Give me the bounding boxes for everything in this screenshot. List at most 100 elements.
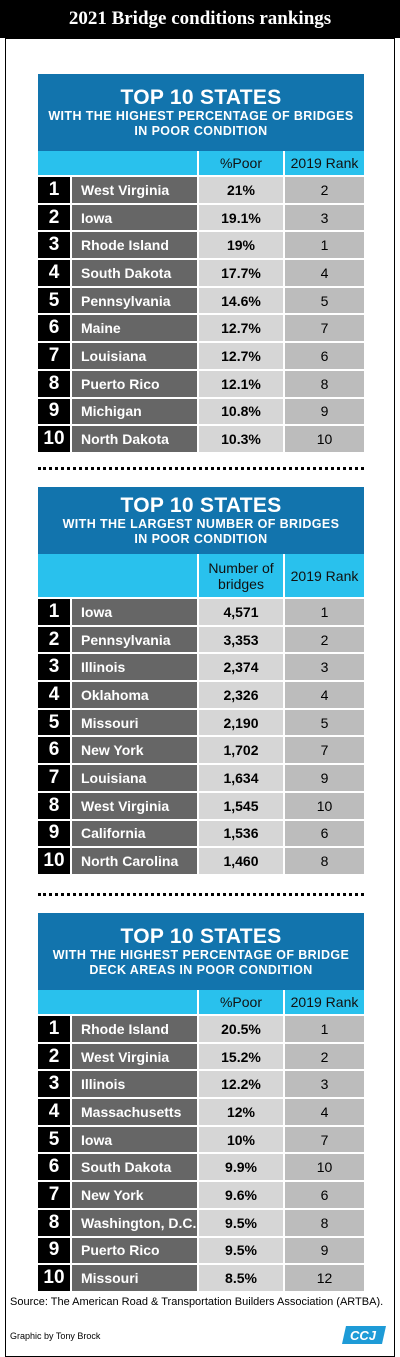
value-cell: 2,326 — [197, 682, 283, 708]
state-name: South Dakota — [70, 260, 197, 286]
section-divider — [38, 893, 364, 896]
blank-header-cell — [38, 554, 197, 597]
prior-rank-cell: 8 — [283, 848, 364, 874]
state-name: New York — [70, 737, 197, 764]
page-title: 2021 Bridge conditions rankings — [0, 0, 400, 38]
value-cell: 9.5% — [197, 1209, 283, 1236]
table-row: 9 Michigan 10.8% 9 — [38, 396, 364, 425]
table-row: 5 Missouri 2,190 5 — [38, 707, 364, 736]
rank-number: 5 — [38, 1126, 70, 1153]
table-row: 1 West Virginia 21% 2 — [38, 175, 364, 203]
state-name: Washington, D.C. — [70, 1209, 197, 1236]
prior-rank-cell: 7 — [283, 1126, 364, 1153]
rank-number: 1 — [38, 599, 70, 625]
state-name: West Virginia — [70, 792, 197, 819]
value-cell: 15.2% — [197, 1043, 283, 1070]
table-row: 6 Maine 12.7% 7 — [38, 313, 364, 342]
rank-number: 9 — [38, 1237, 70, 1264]
value-cell: 1,536 — [197, 820, 283, 847]
value-cell: 19.1% — [197, 204, 283, 231]
prior-rank-cell: 6 — [283, 820, 364, 847]
prior-rank-cell: 1 — [283, 1016, 364, 1042]
source-note: Source: The American Road & Transportati… — [10, 1296, 384, 1308]
prior-rank-cell: 10 — [283, 792, 364, 819]
value-cell: 12.1% — [197, 370, 283, 397]
prior-rank-cell: 8 — [283, 370, 364, 397]
svg-text:CCJ: CCJ — [350, 1328, 377, 1343]
prior-rank-cell: 10 — [283, 426, 364, 452]
state-name: Michigan — [70, 398, 197, 425]
rank-number: 9 — [38, 398, 70, 425]
blank-header-cell — [38, 990, 197, 1014]
table-row: 6 New York 1,702 7 — [38, 735, 364, 764]
value-cell: 14.6% — [197, 287, 283, 314]
state-name: West Virginia — [70, 177, 197, 203]
value-cell: 3,353 — [197, 626, 283, 653]
prior-rank-cell: 3 — [283, 204, 364, 231]
rank-number: 10 — [38, 426, 70, 452]
rank-number: 4 — [38, 1099, 70, 1125]
panel-subtitle: IN POOR CONDITION — [134, 532, 268, 546]
table-row: 7 Louisiana 1,634 9 — [38, 763, 364, 791]
value-cell: 12% — [197, 1099, 283, 1125]
value-cell: 8.5% — [197, 1265, 283, 1291]
prior-rank-cell: 10 — [283, 1154, 364, 1181]
panel-header: TOP 10 STATES WITH THE HIGHEST PERCENTAGE… — [38, 913, 364, 990]
state-name: Rhode Island — [70, 232, 197, 259]
state-name: Louisiana — [70, 765, 197, 791]
value-cell: 4,571 — [197, 599, 283, 625]
panel-header: TOP 10 STATES WITH THE HIGHEST PERCENTAGE… — [38, 74, 364, 151]
value-cell: 21% — [197, 177, 283, 203]
rank-number: 6 — [38, 315, 70, 342]
rank-number: 3 — [38, 654, 70, 681]
rank-number: 2 — [38, 626, 70, 653]
state-name: Oklahoma — [70, 682, 197, 708]
value-column-label: %Poor — [219, 994, 263, 1010]
state-name: Iowa — [70, 204, 197, 231]
state-name: Illinois — [70, 1071, 197, 1098]
prior-rank-cell: 9 — [283, 1237, 364, 1264]
rank-number: 10 — [38, 1265, 70, 1291]
state-name: Missouri — [70, 1265, 197, 1291]
state-name: Pennsylvania — [70, 626, 197, 653]
table-row: 1 Iowa 4,571 1 — [38, 597, 364, 625]
table-row: 3 Rhode Island 19% 1 — [38, 230, 364, 259]
value-cell: 10.3% — [197, 426, 283, 452]
rank-column-header: 2019 Rank — [283, 990, 364, 1014]
table-row: 5 Iowa 10% 7 — [38, 1124, 364, 1153]
panel-subtitle: IN POOR CONDITION — [134, 124, 268, 138]
table-row: 7 Louisiana 12.7% 6 — [38, 341, 364, 369]
prior-rank-cell: 1 — [283, 232, 364, 259]
value-cell: 17.7% — [197, 260, 283, 286]
panel-title: TOP 10 STATES — [120, 925, 282, 948]
rank-number: 6 — [38, 737, 70, 764]
value-cell: 9.5% — [197, 1237, 283, 1264]
value-column-header: %Poor — [197, 990, 283, 1014]
value-cell: 9.6% — [197, 1182, 283, 1208]
panel-subtitle: WITH THE LARGEST NUMBER OF BRIDGES — [62, 517, 340, 531]
prior-rank-cell: 7 — [283, 737, 364, 764]
panel-title: TOP 10 STATES — [120, 86, 282, 109]
prior-rank-cell: 4 — [283, 260, 364, 286]
value-column-header: Number of bridges — [197, 554, 283, 597]
prior-rank-cell: 6 — [283, 1182, 364, 1208]
rank-number: 2 — [38, 204, 70, 231]
table-row: 4 Massachusetts 12% 4 — [38, 1097, 364, 1125]
table-row: 3 Illinois 12.2% 3 — [38, 1069, 364, 1098]
state-name: South Dakota — [70, 1154, 197, 1181]
state-name: Puerto Rico — [70, 370, 197, 397]
table-row: 2 Iowa 19.1% 3 — [38, 202, 364, 231]
value-column-label: %Poor — [219, 155, 263, 171]
prior-rank-cell: 1 — [283, 599, 364, 625]
value-cell: 19% — [197, 232, 283, 259]
value-cell: 1,634 — [197, 765, 283, 791]
table-row: 8 Puerto Rico 12.1% 8 — [38, 368, 364, 397]
value-cell: 12.7% — [197, 343, 283, 369]
prior-rank-cell: 4 — [283, 1099, 364, 1125]
panel-title: TOP 10 STATES — [120, 494, 282, 517]
value-cell: 1,460 — [197, 848, 283, 874]
state-name: Rhode Island — [70, 1016, 197, 1042]
rank-number: 6 — [38, 1154, 70, 1181]
value-column-label: Number of — [208, 559, 274, 576]
ranking-panel: TOP 10 STATES WITH THE HIGHEST PERCENTAGE… — [38, 74, 364, 452]
